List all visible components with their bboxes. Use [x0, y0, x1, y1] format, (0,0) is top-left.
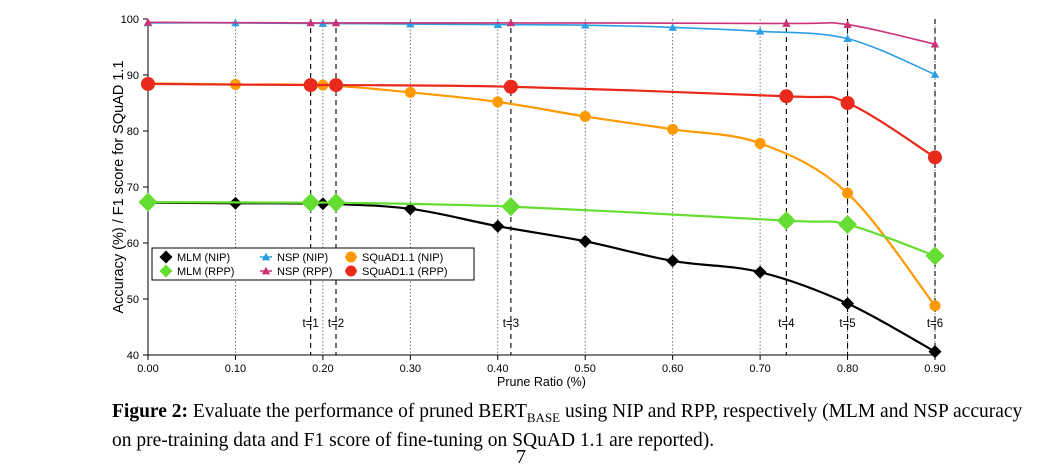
data-point [842, 187, 854, 199]
t-label: t=3 [503, 318, 519, 330]
data-point [843, 20, 852, 28]
x-tick-label: 0.30 [400, 363, 421, 375]
data-point [930, 40, 940, 48]
data-point [755, 27, 765, 35]
caption-label: Figure 2: [112, 401, 189, 422]
data-point [578, 234, 592, 248]
legend-label: NSP (NIP) [277, 252, 328, 264]
data-point [930, 70, 940, 78]
legend-marker [345, 265, 357, 277]
y-axis-label: Accuracy (%) / F1 score for SQuAD 1.1 [111, 60, 127, 313]
series-line [147, 82, 936, 159]
y-tick-label: 80 [127, 126, 139, 138]
data-point [838, 215, 858, 235]
t-label: t=2 [328, 318, 344, 330]
x-tick-label: 0.80 [837, 363, 858, 375]
y-tick-label: 50 [127, 294, 139, 306]
t-label: t=1 [302, 318, 318, 330]
x-tick-label: 0.00 [137, 363, 158, 375]
x-tick-label: 0.70 [749, 363, 770, 375]
legend-label: SQuAD1.1 (NIP) [362, 252, 443, 264]
data-point [493, 20, 502, 28]
data-point [306, 18, 315, 27]
legend-marker [261, 266, 271, 275]
t-label: t=6 [927, 318, 943, 330]
series-squad1-1-rpp- [141, 76, 942, 165]
legend-box [151, 247, 475, 281]
data-point [925, 246, 945, 266]
x-tick-label: 0.60 [662, 363, 683, 375]
chart-figure: 40 50 60 70 80 90 100 0.00 0.10 0.20 0.30 0.40 0.50 0… [111, 14, 946, 389]
data-point [329, 78, 344, 93]
data-point [843, 34, 852, 42]
y-tick-label: 100 [121, 14, 139, 26]
legend: MLM (NIP) MLM (RPP) NSP (NIP) NSP (RPP) SQuA… [151, 247, 475, 281]
data-point [506, 18, 516, 27]
line-chart: 40 50 60 70 80 90 100 0.00 0.10 0.20 0.30 0.40 0.50 0… [111, 14, 946, 389]
y-tick-label: 90 [127, 70, 139, 82]
data-point [303, 78, 318, 93]
data-point [782, 19, 791, 27]
data-point [492, 96, 504, 108]
data-point [301, 193, 321, 213]
data-point [404, 86, 416, 98]
y-tick-label: 60 [127, 238, 139, 250]
data-point [840, 96, 855, 110]
data-point [928, 345, 942, 359]
series-nsp-nip- [143, 18, 940, 78]
data-point [754, 137, 766, 149]
data-point [326, 193, 346, 213]
legend-label: MLM (RPP) [177, 266, 234, 278]
data-point [841, 296, 855, 310]
t-label: t=5 [839, 318, 855, 330]
data-point [668, 23, 677, 31]
data-point [403, 202, 417, 216]
figure-caption: Figure 2: Evaluate the performance of pr… [112, 400, 1032, 452]
legend-marker [261, 252, 271, 261]
x-axis-label: Prune Ratio (%) [497, 375, 586, 389]
data-point [779, 89, 794, 104]
data-point [503, 79, 518, 94]
series-mlm-rpp- [138, 192, 945, 266]
x-tick-label: 0.10 [225, 363, 246, 375]
page-number: 7 [516, 446, 526, 468]
series-line [147, 22, 936, 76]
caption-text-after: using NIP and RPP, respectively (MLM and… [112, 401, 1023, 451]
y-tick-label: 70 [127, 182, 139, 194]
x-tick-label: 0.20 [312, 363, 333, 375]
series-nsp-rpp- [143, 18, 940, 48]
legend-label: SQuAD1.1 (RPP) [362, 266, 448, 278]
data-point [581, 20, 590, 29]
caption-model-sub: BASE [526, 409, 561, 425]
legend-label: NSP (RPP) [277, 266, 332, 278]
data-point [928, 150, 942, 165]
data-point [929, 300, 941, 312]
legend-marker [159, 264, 173, 278]
t-label: t=4 [778, 318, 795, 330]
data-point [316, 197, 330, 211]
data-point [331, 18, 341, 27]
x-tick-label: 0.50 [575, 363, 596, 375]
caption-model: BERTBASE [478, 401, 561, 425]
data-point [579, 110, 591, 122]
x-tick-label: 0.90 [924, 363, 945, 375]
legend-marker [159, 250, 173, 264]
data-point [501, 197, 521, 217]
legend-label: MLM (NIP) [177, 252, 230, 264]
x-tick-label: 0.40 [487, 363, 508, 375]
caption-model-name: BERT [478, 401, 527, 422]
legend-marker [345, 251, 357, 263]
data-point [776, 211, 796, 231]
data-point [666, 254, 680, 268]
data-point [141, 76, 155, 91]
data-point [753, 265, 767, 279]
data-point [138, 192, 158, 212]
data-point [491, 219, 505, 233]
caption-text-before: Evaluate the performance of pruned [188, 401, 479, 422]
y-tick-label: 40 [127, 350, 139, 362]
data-point [143, 18, 153, 26]
data-point [667, 123, 679, 135]
